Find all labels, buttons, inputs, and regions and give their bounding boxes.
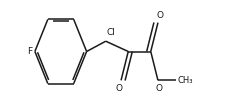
Text: F: F	[27, 47, 32, 56]
Text: O: O	[157, 11, 164, 20]
Text: CH₃: CH₃	[177, 76, 193, 85]
Text: O: O	[155, 84, 163, 93]
Text: O: O	[115, 84, 122, 93]
Text: Cl: Cl	[107, 28, 116, 37]
